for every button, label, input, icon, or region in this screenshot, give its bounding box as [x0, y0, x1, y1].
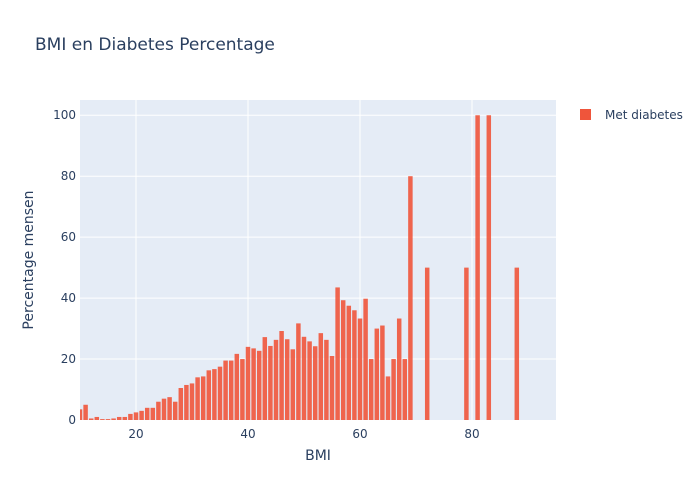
- y-axis-ticks: 0 20 40 60 80 100: [53, 108, 76, 427]
- bar[interactable]: [363, 298, 368, 420]
- plot-area: [80, 100, 556, 420]
- bar[interactable]: [178, 388, 184, 420]
- bar[interactable]: [268, 345, 273, 420]
- bar[interactable]: [139, 410, 144, 420]
- bar[interactable]: [307, 341, 312, 420]
- bar[interactable]: [206, 370, 212, 420]
- bar[interactable]: [296, 323, 301, 420]
- y-tick-label: 60: [61, 230, 76, 244]
- bar[interactable]: [251, 348, 256, 420]
- bar[interactable]: [279, 331, 284, 420]
- bar[interactable]: [486, 115, 492, 420]
- bar[interactable]: [380, 325, 385, 420]
- y-tick-label: 100: [53, 108, 76, 122]
- bar[interactable]: [172, 401, 178, 420]
- bar[interactable]: [234, 353, 240, 420]
- bar[interactable]: [161, 398, 167, 420]
- x-tick-label: 40: [240, 427, 255, 441]
- bar[interactable]: [335, 287, 340, 420]
- x-axis-ticks: 20 40 60 80: [128, 427, 479, 441]
- bar[interactable]: [133, 412, 139, 420]
- bar[interactable]: [167, 397, 172, 420]
- bar[interactable]: [290, 349, 296, 420]
- bar-series: [80, 115, 520, 420]
- bar[interactable]: [150, 407, 156, 420]
- bar[interactable]: [352, 310, 357, 420]
- bar[interactable]: [402, 359, 408, 420]
- bar[interactable]: [408, 176, 413, 420]
- grid-lines: [80, 100, 556, 420]
- y-tick-label: 40: [61, 291, 76, 305]
- bar[interactable]: [189, 383, 195, 420]
- bar[interactable]: [116, 416, 122, 420]
- bar[interactable]: [273, 339, 279, 420]
- bar[interactable]: [122, 416, 128, 420]
- x-tick-label: 20: [128, 427, 143, 441]
- bar[interactable]: [111, 418, 116, 420]
- bar[interactable]: [94, 416, 100, 420]
- bar[interactable]: [312, 346, 318, 420]
- bar[interactable]: [346, 305, 352, 420]
- bar[interactable]: [212, 369, 217, 420]
- bar[interactable]: [464, 267, 469, 420]
- y-tick-label: 80: [61, 169, 76, 183]
- bar[interactable]: [391, 359, 396, 420]
- bar[interactable]: [240, 359, 245, 420]
- bar[interactable]: [83, 404, 88, 420]
- bar[interactable]: [368, 359, 374, 420]
- y-axis-title: Percentage mensen: [21, 190, 37, 329]
- bar[interactable]: [105, 419, 111, 420]
- bar[interactable]: [374, 328, 380, 420]
- y-tick-label: 20: [61, 352, 76, 366]
- bar[interactable]: [262, 337, 268, 420]
- bar[interactable]: [223, 360, 228, 420]
- bar[interactable]: [128, 413, 133, 420]
- legend-label: Met diabetes: [605, 108, 683, 122]
- x-tick-label: 80: [464, 427, 479, 441]
- bar[interactable]: [385, 376, 391, 420]
- bar[interactable]: [357, 318, 363, 420]
- bar[interactable]: [228, 360, 234, 420]
- bar[interactable]: [156, 401, 161, 420]
- bar[interactable]: [184, 384, 189, 420]
- bar[interactable]: [284, 339, 290, 420]
- bar[interactable]: [256, 350, 262, 420]
- bar[interactable]: [80, 409, 83, 420]
- bar[interactable]: [200, 376, 206, 420]
- y-tick-label: 0: [68, 413, 76, 427]
- bar[interactable]: [340, 300, 346, 420]
- x-tick-label: 60: [352, 427, 367, 441]
- bar[interactable]: [301, 336, 307, 420]
- bar[interactable]: [100, 419, 105, 420]
- legend[interactable]: Met diabetes: [580, 108, 683, 122]
- bar[interactable]: [424, 267, 430, 420]
- bar[interactable]: [318, 333, 324, 420]
- bar[interactable]: [195, 377, 200, 420]
- bar[interactable]: [144, 407, 150, 420]
- bar[interactable]: [329, 356, 335, 420]
- x-axis-title: BMI: [305, 448, 331, 464]
- legend-swatch: [580, 109, 591, 120]
- bar[interactable]: [475, 115, 480, 420]
- bar[interactable]: [324, 339, 329, 420]
- bar[interactable]: [217, 366, 223, 420]
- bar[interactable]: [88, 418, 94, 420]
- bar[interactable]: [514, 267, 520, 420]
- bar[interactable]: [396, 318, 402, 420]
- chart-title: BMI en Diabetes Percentage: [35, 35, 275, 55]
- bar[interactable]: [245, 346, 251, 420]
